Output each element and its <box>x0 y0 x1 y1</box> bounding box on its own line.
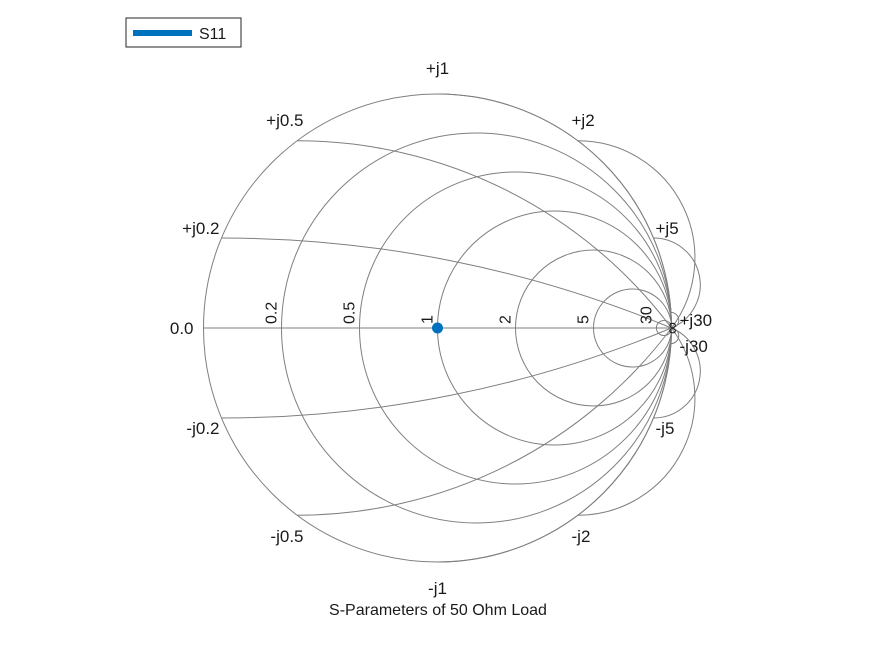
reactance-arc-neg-2 <box>577 327 696 516</box>
reactance-arc-pos-2 <box>577 140 696 329</box>
reactance-arc-neg-0_2 <box>221 327 672 419</box>
reactance-label-neg-0: -j0.2 <box>186 419 219 438</box>
resistance-label-4: 2 <box>498 315 515 324</box>
reactance-arc-neg-5 <box>653 327 701 419</box>
reactance-arc-pos-5 <box>653 237 701 329</box>
smith-grid <box>203 93 701 563</box>
data-points <box>432 322 443 334</box>
resistance-label-infinity: ∞ <box>663 322 682 334</box>
smith-labels: +j0.2 -j0.2 +j0.5 -j0.5 +j1 -j1 +j2 -j2 +j5 -j5 +j… <box>170 59 712 598</box>
reactance-arc-pos-30 <box>670 311 680 329</box>
resistance-label-0: 0.0 <box>170 319 194 338</box>
reactance-label-neg-2: -j1 <box>428 579 447 598</box>
reactance-label-neg-5: -j30 <box>680 337 708 356</box>
reactance-label-neg-1: -j0.5 <box>270 527 303 546</box>
resistance-label-1: 0.2 <box>264 302 281 324</box>
reactance-arc-pos-0_5 <box>297 140 672 329</box>
resistance-label-3: 1 <box>420 315 437 324</box>
reactance-label-pos-3: +j2 <box>572 111 595 130</box>
reactance-label-pos-1: +j0.5 <box>266 111 303 130</box>
data-point-s11-0 <box>432 322 443 334</box>
legend: S11 <box>125 17 242 48</box>
legend-label-s11: S11 <box>199 26 226 43</box>
reactance-label-neg-3: -j2 <box>572 527 591 546</box>
reactance-label-pos-0: +j0.2 <box>182 219 219 238</box>
reactance-label-pos-4: +j5 <box>656 219 679 238</box>
reactance-label-neg-4: -j5 <box>656 419 675 438</box>
reactance-label-pos-5: +j30 <box>680 311 713 330</box>
reactance-arc-pos-0_2 <box>221 237 672 329</box>
reactance-arc-neg-0_5 <box>297 327 672 516</box>
reactance-label-pos-2: +j1 <box>426 59 449 78</box>
reactance-arc-neg-1 <box>437 327 672 563</box>
resistance-label-6: 30 <box>638 306 655 324</box>
reactance-arc-pos-1 <box>437 93 672 329</box>
resistance-label-2: 0.5 <box>342 302 359 324</box>
reactance-arc-neg-30 <box>670 327 680 345</box>
chart-title: S-Parameters of 50 Ohm Load <box>329 602 547 619</box>
resistance-label-5: 5 <box>576 315 593 324</box>
